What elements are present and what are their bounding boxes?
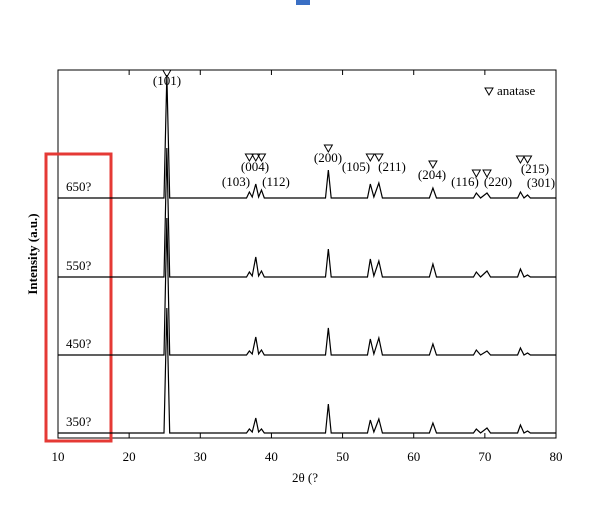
peak-label: (105) [342,159,370,174]
legend-label: anatase [497,83,535,98]
highlight-box [44,152,113,443]
x-tick-label: 40 [265,449,278,464]
peak-marker [244,153,255,163]
x-tick-label: 70 [478,449,491,464]
peak-label: (103) [222,174,250,189]
peak-marker [482,169,492,179]
curve-label: 450? [66,336,92,351]
x-tick-label: 10 [52,449,65,464]
peak-marker [250,153,261,163]
curve-label: 350? [66,414,92,429]
peak-marker [256,153,267,163]
header-fragment [296,0,310,5]
x-tick-label: 60 [407,449,420,464]
peak-label: (101) [153,73,181,88]
peak-marker [515,155,526,165]
peak-label: (220) [484,174,512,189]
peak-label: (116) [451,174,479,189]
peak-marker [428,160,438,170]
x-tick-label: 30 [194,449,207,464]
peak-label: (204) [418,167,446,182]
peak-label: (215) [521,161,549,176]
curve-label: 550? [66,258,92,273]
peak-marker [323,144,334,154]
x-axis-label: 2θ (? [292,470,318,485]
legend-marker [484,87,494,97]
xrd-curve [58,74,556,200]
x-tick-label: 20 [123,449,136,464]
xrd-curve [58,307,556,434]
peak-label: (301) [527,175,555,190]
peak-label: (200) [314,150,342,165]
xrd-curve [58,147,556,279]
peak-label: (112) [262,174,290,189]
xrd-curve [58,217,556,357]
peak-marker [522,155,533,165]
peak-marker [365,153,376,163]
plot-frame [57,69,557,439]
y-axis-label: Intensity (a.u.) [25,213,40,294]
x-tick-label: 80 [550,449,563,464]
curve-label: 650? [66,179,92,194]
peak-marker [161,69,172,79]
peak-label: (004) [241,159,269,174]
peak-marker [373,153,384,163]
x-tick-label: 50 [336,449,349,464]
peak-marker [471,169,482,179]
peak-label: (211) [378,159,406,174]
